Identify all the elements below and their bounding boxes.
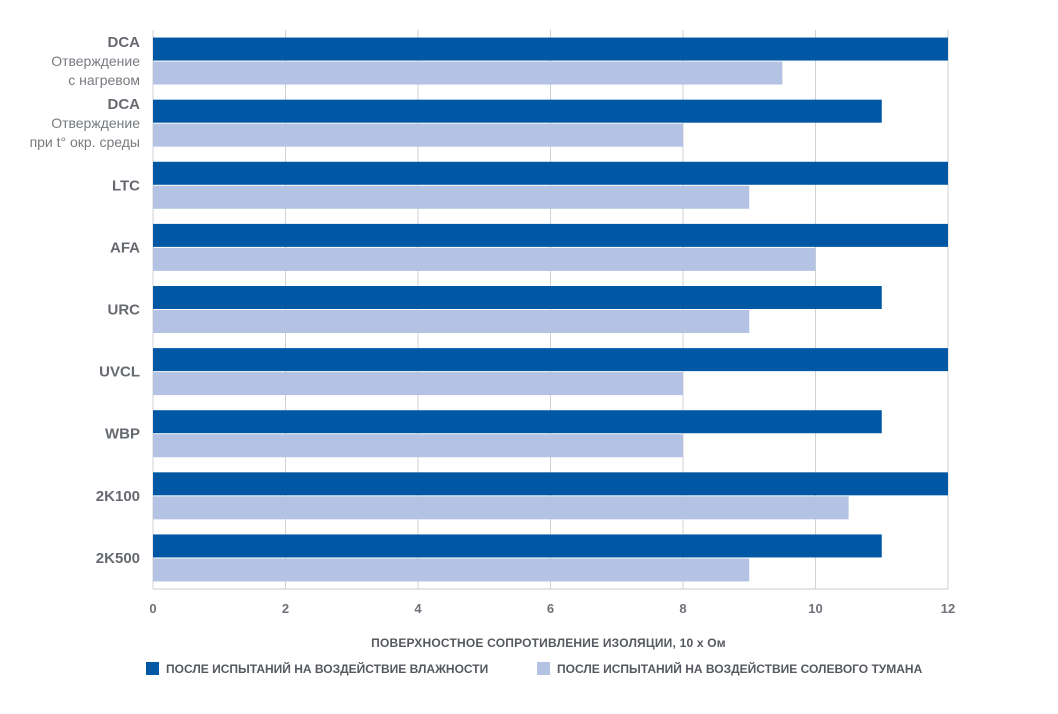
category-label: LTC <box>112 177 140 194</box>
x-tick-label: 12 <box>941 601 955 616</box>
legend-label: ПОСЛЕ ИСПЫТАНИЙ НА ВОЗДЕЙСТВИЕ ВЛАЖНОСТИ <box>166 661 488 676</box>
category-label: AFA <box>110 239 140 256</box>
bar-salt-fog <box>153 61 783 85</box>
bars <box>153 37 948 582</box>
bar-salt-fog <box>153 434 683 458</box>
category-label: DCA <box>108 34 141 51</box>
legend-swatch <box>537 662 550 675</box>
category-label: URC <box>108 302 141 319</box>
bar-salt-fog <box>153 372 683 396</box>
bar-salt-fog <box>153 310 750 333</box>
bar-humidity <box>153 534 882 558</box>
bar-salt-fog <box>153 247 816 271</box>
grid-lines <box>152 30 949 589</box>
category-sublabel: Отверждение <box>51 53 140 69</box>
x-tick-label: 6 <box>547 601 554 616</box>
x-axis-label: ПОВЕРХНОСТНОЕ СОПРОТИВЛЕНИЕ ИЗОЛЯЦИИ, 10… <box>371 636 726 650</box>
bar-humidity <box>153 410 882 434</box>
x-tick-label: 2 <box>282 601 289 616</box>
x-tick-label: 10 <box>808 601 822 616</box>
category-sublabel: Отверждение <box>51 115 140 131</box>
category-sublabel: при t° окр. среды <box>30 134 140 150</box>
bar-salt-fog <box>153 123 683 147</box>
x-tick-label: 4 <box>414 601 422 616</box>
legend-swatch <box>146 662 159 675</box>
bar-salt-fog <box>153 496 849 520</box>
category-label: WBP <box>105 426 140 443</box>
bar-salt-fog <box>153 558 750 582</box>
bar-salt-fog <box>153 185 750 209</box>
bar-humidity <box>153 223 948 247</box>
legend-label: ПОСЛЕ ИСПЫТАНИЙ НА ВОЗДЕЙСТВИЕ СОЛЕВОГО … <box>557 661 923 676</box>
x-tick-labels: 0 2 4 6 8 10 12 <box>149 601 955 616</box>
bar-humidity <box>153 348 948 372</box>
category-label: UVCL <box>99 364 140 381</box>
bar-humidity <box>153 472 948 496</box>
x-tick-label: 0 <box>149 601 156 616</box>
bar-humidity <box>153 161 948 185</box>
legend: ПОСЛЕ ИСПЫТАНИЙ НА ВОЗДЕЙСТВИЕ ВЛАЖНОСТИ… <box>146 661 923 676</box>
bar-humidity <box>153 286 882 309</box>
x-tick-label: 8 <box>679 601 686 616</box>
bar-humidity <box>153 99 882 123</box>
bar-humidity <box>153 37 948 61</box>
category-label: 2K500 <box>96 550 140 567</box>
category-sublabel: с нагревом <box>68 72 140 88</box>
category-label: 2K100 <box>96 488 140 505</box>
category-label: DCA <box>108 96 141 113</box>
category-labels: DCA Отверждение с нагревом DCA Отверждение пр… <box>30 34 141 567</box>
